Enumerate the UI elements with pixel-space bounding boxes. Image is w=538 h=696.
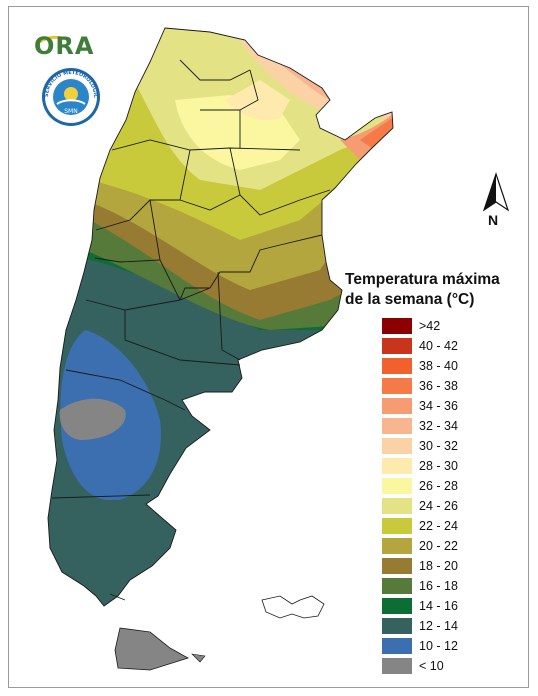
north-arrow: N — [476, 172, 516, 234]
legend-item: 32 - 34 — [382, 416, 515, 436]
legend-label: 22 - 24 — [419, 519, 458, 533]
legend-swatch — [382, 638, 412, 654]
legend-item: 22 - 24 — [382, 516, 515, 536]
legend-label: < 10 — [419, 659, 444, 673]
legend-label: 14 - 16 — [419, 599, 458, 613]
legend-item: 30 - 32 — [382, 436, 515, 456]
legend-swatch — [382, 498, 412, 514]
legend-swatch — [382, 578, 412, 594]
legend-swatch — [382, 338, 412, 354]
ora-logo: ORA — [34, 30, 104, 60]
north-arrow-icon — [482, 172, 510, 212]
legend-swatch — [382, 458, 412, 474]
legend-swatch — [382, 418, 412, 434]
legend-swatch — [382, 318, 412, 334]
legend-label: 36 - 38 — [419, 379, 458, 393]
north-label: N — [488, 212, 499, 228]
legend: Temperatura máxima de la semana (°C) >42… — [345, 270, 515, 676]
legend-label: 38 - 40 — [419, 359, 458, 373]
legend-swatch — [382, 518, 412, 534]
legend-item: 18 - 20 — [382, 556, 515, 576]
legend-label: 18 - 20 — [419, 559, 458, 573]
legend-swatch — [382, 658, 412, 674]
legend-label: 20 - 22 — [419, 539, 458, 553]
legend-item: 10 - 12 — [382, 636, 515, 656]
legend-item: 34 - 36 — [382, 396, 515, 416]
legend-label: 24 - 26 — [419, 499, 458, 513]
legend-label: 16 - 18 — [419, 579, 458, 593]
legend-title-line2: de la semana (°C) — [345, 291, 475, 308]
islas-malvinas — [261, 595, 325, 619]
province-borders — [47, 27, 394, 607]
ora-logo-text: ORA — [34, 32, 95, 60]
legend-swatch — [382, 618, 412, 634]
legend-item: 40 - 42 — [382, 336, 515, 356]
legend-item: >42 — [382, 316, 515, 336]
smn-logo: SERVICIO METEOROLOGICO NACIONAL ARGENTIN… — [38, 62, 102, 128]
legend-label: 30 - 32 — [419, 439, 458, 453]
legend-swatch — [382, 438, 412, 454]
legend-list: >42 40 - 42 38 - 40 36 - 38 34 - 36 32 - 34 30… — [345, 316, 515, 676]
legend-label: 26 - 28 — [419, 479, 458, 493]
legend-swatch — [382, 478, 412, 494]
legend-swatch — [382, 598, 412, 614]
legend-label: >42 — [419, 319, 441, 333]
legend-label: 10 - 12 — [419, 639, 458, 653]
legend-label: 32 - 34 — [419, 419, 458, 433]
ora-swoosh-icon — [35, 35, 63, 46]
legend-item: 38 - 40 — [382, 356, 515, 376]
legend-swatch — [382, 378, 412, 394]
legend-item: 14 - 16 — [382, 596, 515, 616]
legend-swatch — [382, 558, 412, 574]
legend-swatch — [382, 538, 412, 554]
legend-item: 28 - 30 — [382, 456, 515, 476]
legend-swatch — [382, 358, 412, 374]
legend-item: 26 - 28 — [382, 476, 515, 496]
legend-item: 16 - 18 — [382, 576, 515, 596]
legend-item: 24 - 26 — [382, 496, 515, 516]
legend-item: 12 - 14 — [382, 616, 515, 636]
legend-item: 20 - 22 — [382, 536, 515, 556]
legend-item: < 10 — [382, 656, 515, 676]
legend-label: 40 - 42 — [419, 339, 458, 353]
legend-swatch — [382, 398, 412, 414]
smn-seal-center: SMN — [64, 108, 77, 115]
legend-item: 36 - 38 — [382, 376, 515, 396]
legend-title-line1: Temperatura máxima — [345, 271, 500, 288]
tierra-del-fuego — [114, 627, 206, 671]
legend-label: 12 - 14 — [419, 619, 458, 633]
legend-label: 34 - 36 — [419, 399, 458, 413]
legend-label: 28 - 30 — [419, 459, 458, 473]
smn-seal-icon: SERVICIO METEOROLOGICO NACIONAL ARGENTIN… — [38, 62, 100, 126]
